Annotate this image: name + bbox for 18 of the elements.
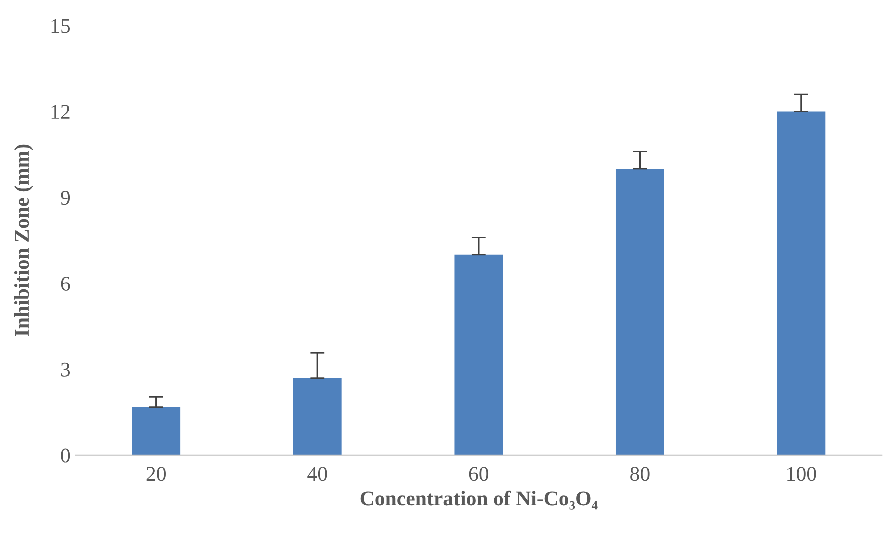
y-axis-title: Inhibition Zone (mm) [14, 144, 34, 337]
x-tick-label: 100 [788, 467, 816, 482]
x-tick-label: 60 [469, 467, 489, 482]
y-tick-label: 9 [61, 191, 70, 206]
y-tick-label: 3 [61, 362, 70, 377]
x-tick-label: 20 [146, 467, 166, 482]
y-tick-label: 12 [52, 105, 70, 119]
x-tick-label: 40 [308, 467, 328, 482]
bar [132, 407, 181, 456]
x-tick-label: 80 [630, 467, 650, 482]
y-tick-label: 6 [61, 276, 70, 291]
bar [777, 112, 826, 456]
y-tick-label: 0 [61, 448, 70, 463]
bar [293, 378, 342, 456]
bar [454, 254, 504, 456]
bar [616, 168, 664, 456]
x-axis-title: Concentration of Ni-Co₃O₄ [360, 490, 598, 510]
y-tick-label: 15 [52, 19, 70, 34]
